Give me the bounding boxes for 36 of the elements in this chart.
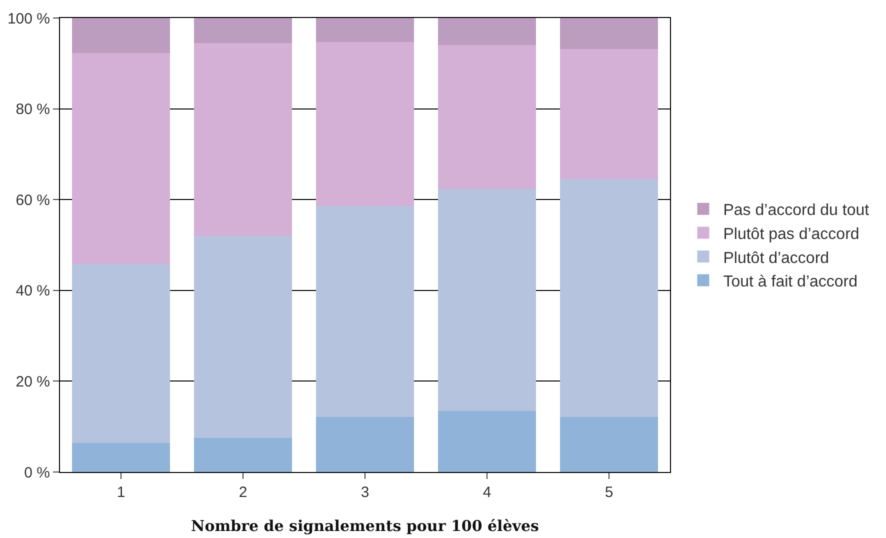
bar (194, 18, 292, 43)
x-tick-label: 2 (238, 484, 248, 501)
bar (438, 18, 536, 45)
bar (438, 411, 536, 472)
y-tick-label: 20 % (16, 373, 50, 390)
bar (194, 236, 292, 438)
bar (72, 442, 170, 472)
bar (72, 52, 170, 264)
bar (194, 438, 292, 472)
x-tick-label: 4 (482, 484, 492, 501)
x-tick-label: 5 (604, 484, 614, 501)
bar (316, 18, 414, 42)
bar (560, 18, 658, 49)
bar (72, 18, 170, 53)
bar (560, 48, 658, 180)
bar (316, 206, 414, 418)
y-tick-label: 100 % (7, 10, 50, 28)
bar (316, 42, 414, 206)
x-tick-label: 1 (116, 484, 126, 501)
bar (72, 264, 170, 443)
legend-label: Tout à fait d’accord (723, 274, 858, 291)
legend-label: Pas d’accord du tout (723, 202, 870, 220)
bar (438, 44, 536, 190)
x-tick-label: 3 (360, 484, 370, 501)
y-tick-label: 80 % (16, 101, 50, 118)
y-tick-label: 40 % (16, 282, 50, 300)
y-tick-label: 0 % (24, 464, 50, 482)
legend-label: Plutôt d’accord (723, 250, 830, 267)
y-tick-label: 60 % (16, 192, 50, 209)
x-axis-title: Nombre de signalements pour 100 élèves (191, 517, 539, 535)
bar (560, 417, 658, 472)
legend-label: Plutôt pas d’accord (723, 226, 860, 243)
bar (194, 42, 292, 236)
bar (316, 417, 414, 472)
bar (560, 179, 658, 418)
bar (438, 189, 536, 412)
